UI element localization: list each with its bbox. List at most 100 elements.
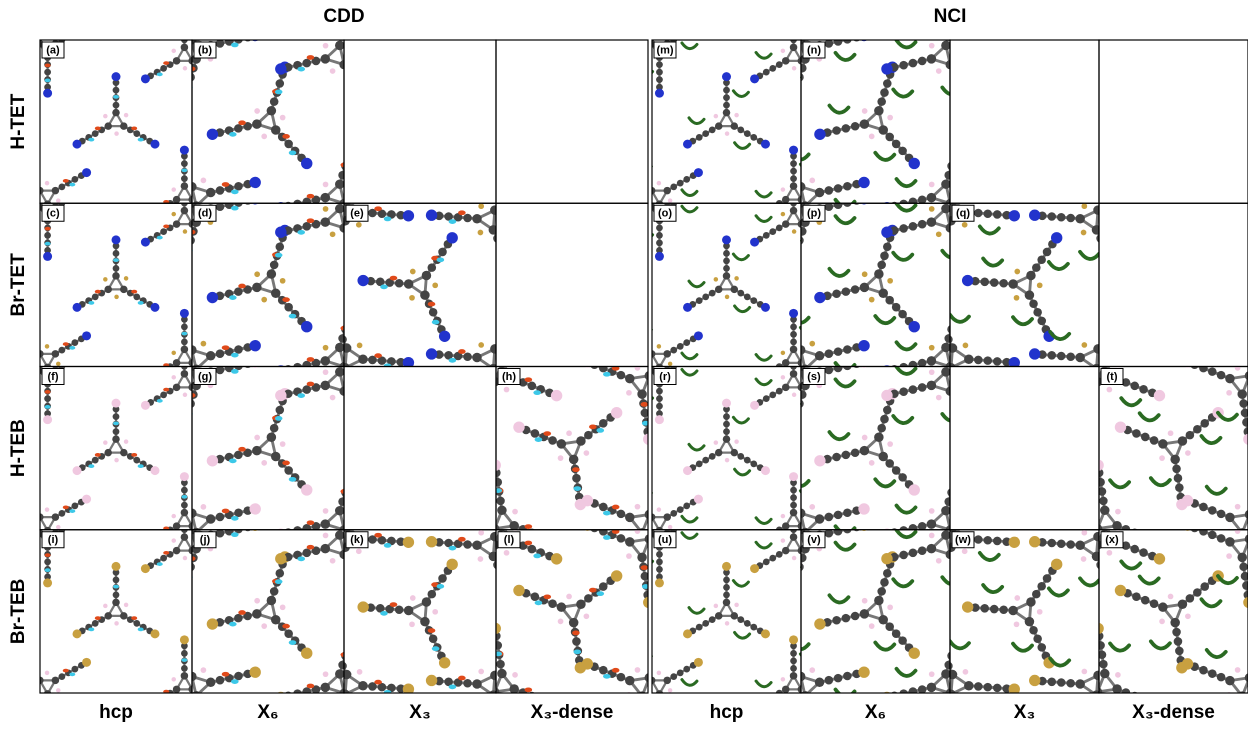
core-atom: [731, 612, 739, 620]
end-atom: [141, 376, 150, 385]
atom: [359, 245, 368, 254]
core-atom: [321, 519, 331, 529]
atom: [1132, 429, 1141, 438]
end-atom: [4, 511, 13, 520]
atom: [972, 88, 981, 97]
atom: [898, 636, 907, 645]
atom: [208, 558, 215, 565]
h-atom: [1081, 342, 1087, 348]
density-lobe: [113, 258, 119, 262]
atom: [629, 356, 636, 363]
atom: [723, 413, 730, 420]
density-lobe: [505, 331, 513, 336]
atom: [1208, 531, 1217, 540]
h-atom: [954, 188, 960, 194]
end-atom: [789, 472, 798, 481]
nci-surface: [1049, 262, 1068, 269]
core-atom: [782, 384, 790, 392]
atom: [953, 144, 962, 153]
end-atom: [249, 340, 260, 351]
atom: [947, 652, 956, 661]
nci-surface: [1207, 348, 1226, 355]
h-atom: [734, 276, 739, 281]
density-lobe: [95, 616, 101, 620]
core-atom: [1178, 600, 1188, 610]
atom: [1186, 594, 1195, 603]
end-atom: [655, 415, 664, 424]
nci-surface: [836, 379, 855, 386]
atom: [972, 390, 981, 399]
h-atom: [714, 440, 719, 445]
core-atom: [723, 272, 731, 280]
bond: [9, 662, 40, 680]
atom: [656, 76, 663, 83]
atom: [790, 160, 797, 167]
atom: [1239, 399, 1248, 408]
end-atom: [275, 553, 286, 564]
end-atom: [321, 154, 332, 165]
atom: [496, 497, 505, 506]
end-atom: [683, 140, 692, 149]
atom: [925, 574, 934, 583]
atom: [10, 189, 17, 196]
atom: [113, 250, 120, 257]
atom: [790, 168, 797, 175]
nci-surface: [1049, 588, 1068, 595]
atom: [476, 699, 485, 708]
bond: [183, 696, 196, 731]
h-atom: [929, 345, 935, 351]
bond: [1062, 692, 1098, 720]
density-lobe: [641, 565, 649, 570]
atom: [832, 616, 841, 625]
atom: [284, 303, 293, 312]
end-atom: [954, 625, 965, 636]
atom: [771, 497, 780, 506]
h-atom: [409, 295, 415, 301]
atom: [168, 504, 177, 513]
h-atom: [1081, 695, 1087, 701]
density-lobe: [458, 349, 466, 354]
atom: [690, 25, 697, 32]
atom: [776, 388, 783, 395]
atom: [683, 29, 690, 36]
density-lobe: [573, 486, 581, 491]
atom: [302, 524, 311, 533]
h-atom: [781, 375, 786, 380]
atom: [234, 362, 243, 371]
atom: [429, 635, 438, 644]
h-atom: [478, 342, 484, 348]
atom: [1063, 548, 1072, 557]
atom: [44, 705, 51, 712]
core-atom: [663, 187, 671, 195]
atom: [599, 527, 608, 536]
atom: [709, 453, 716, 460]
core-atom: [860, 609, 870, 619]
atom: [756, 701, 763, 708]
atom: [276, 242, 285, 251]
atom: [330, 498, 339, 507]
atom: [974, 356, 983, 365]
nci-surface: [950, 168, 969, 175]
atom: [763, 371, 770, 378]
atom: [536, 532, 545, 541]
atom: [1172, 628, 1181, 637]
bond: [495, 173, 521, 211]
density-lobe: [472, 563, 480, 568]
core-atom: [782, 522, 790, 530]
atom: [1099, 497, 1108, 506]
h-atom: [939, 355, 945, 361]
atom: [186, 710, 195, 719]
atom: [843, 362, 852, 371]
end-atom: [82, 331, 91, 340]
atom: [10, 662, 17, 669]
h-atom: [939, 682, 945, 688]
atom: [656, 559, 663, 566]
nci-surface: [829, 106, 848, 113]
end-atom: [1092, 460, 1103, 471]
nci-surface: [960, 653, 979, 660]
density-lobe: [181, 356, 187, 360]
h-atom: [626, 390, 632, 396]
atom: [677, 669, 684, 676]
nci-surface: [836, 543, 855, 550]
atom: [635, 33, 642, 40]
